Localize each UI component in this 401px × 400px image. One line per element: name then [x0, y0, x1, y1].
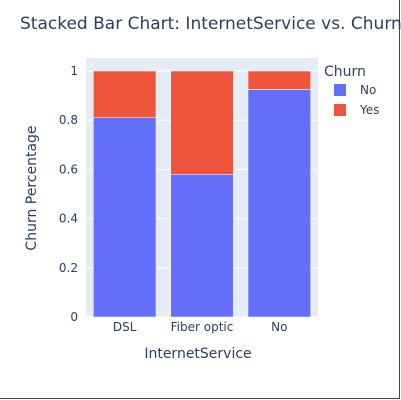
y-tick-label: 0.4: [59, 212, 78, 226]
legend-title: Churn: [324, 64, 366, 80]
x-axis-ticks: DSL Fiber optic No: [113, 320, 288, 334]
bar-yes-dsl[interactable]: [93, 70, 157, 118]
chart-title: Stacked Bar Chart: InternetService vs. C…: [20, 14, 401, 34]
legend-swatch-no[interactable]: [334, 84, 346, 96]
bar-no-no[interactable]: [247, 89, 311, 318]
legend-swatch-yes[interactable]: [334, 104, 346, 116]
y-axis-ticks: 0 0.2 0.4 0.6 0.8 1: [59, 64, 78, 324]
x-tick-label: DSL: [113, 320, 137, 334]
y-tick-label: 0.8: [59, 113, 78, 127]
bar-no-dsl[interactable]: [93, 117, 157, 318]
bar-yes-no[interactable]: [247, 70, 311, 90]
legend-label-no[interactable]: No: [360, 83, 376, 97]
y-tick-label: 0.2: [59, 261, 78, 275]
legend[interactable]: Churn No Yes: [324, 64, 379, 117]
bar-no-fiber-optic[interactable]: [170, 174, 234, 318]
bar-yes-fiber-optic[interactable]: [170, 70, 234, 175]
y-tick-label: 0.6: [59, 162, 78, 176]
y-tick-label: 0: [70, 310, 78, 324]
y-axis-title: Churn Percentage: [24, 125, 40, 250]
x-tick-label: Fiber optic: [171, 320, 234, 334]
x-axis-title: InternetService: [144, 346, 251, 362]
x-tick-label: No: [271, 320, 287, 334]
legend-label-yes[interactable]: Yes: [359, 103, 379, 117]
bars: [93, 70, 311, 318]
y-tick-label: 1: [70, 64, 78, 78]
